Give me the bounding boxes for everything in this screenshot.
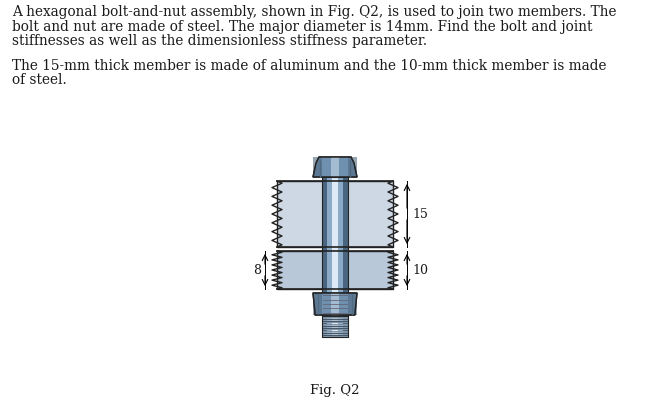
Bar (322, 178, 348, 337)
Bar (348, 157, 357, 178)
Bar (313, 293, 322, 315)
Bar (322, 157, 330, 178)
Bar (340, 157, 348, 178)
Text: of steel.: of steel. (12, 73, 67, 87)
Bar (330, 157, 340, 178)
Text: 8: 8 (253, 264, 261, 277)
Text: The 15-mm thick member is made of aluminum and the 10-mm thick member is made: The 15-mm thick member is made of alumin… (12, 58, 606, 72)
Bar (277, 182, 393, 247)
Bar (340, 293, 348, 315)
Bar (322, 178, 327, 337)
Polygon shape (313, 157, 357, 178)
Bar (338, 178, 343, 337)
Bar (330, 293, 340, 315)
Bar (277, 252, 393, 289)
Bar (348, 293, 357, 315)
Text: Fig. Q2: Fig. Q2 (310, 383, 360, 396)
Text: 10: 10 (412, 264, 428, 277)
Text: stiffnesses as well as the dimensionless stiffness parameter.: stiffnesses as well as the dimensionless… (12, 34, 427, 48)
Polygon shape (313, 293, 357, 315)
Bar (343, 178, 348, 337)
Bar (313, 157, 322, 178)
Text: bolt and nut are made of steel. The major diameter is 14mm. Find the bolt and jo: bolt and nut are made of steel. The majo… (12, 20, 592, 34)
Bar (322, 316, 348, 337)
Bar (327, 178, 332, 337)
Text: A hexagonal bolt-and-nut assembly, shown in Fig. Q2, is used to join two members: A hexagonal bolt-and-nut assembly, shown… (12, 5, 616, 19)
Bar (322, 293, 330, 315)
Text: 15: 15 (412, 208, 428, 221)
Bar (332, 178, 338, 337)
